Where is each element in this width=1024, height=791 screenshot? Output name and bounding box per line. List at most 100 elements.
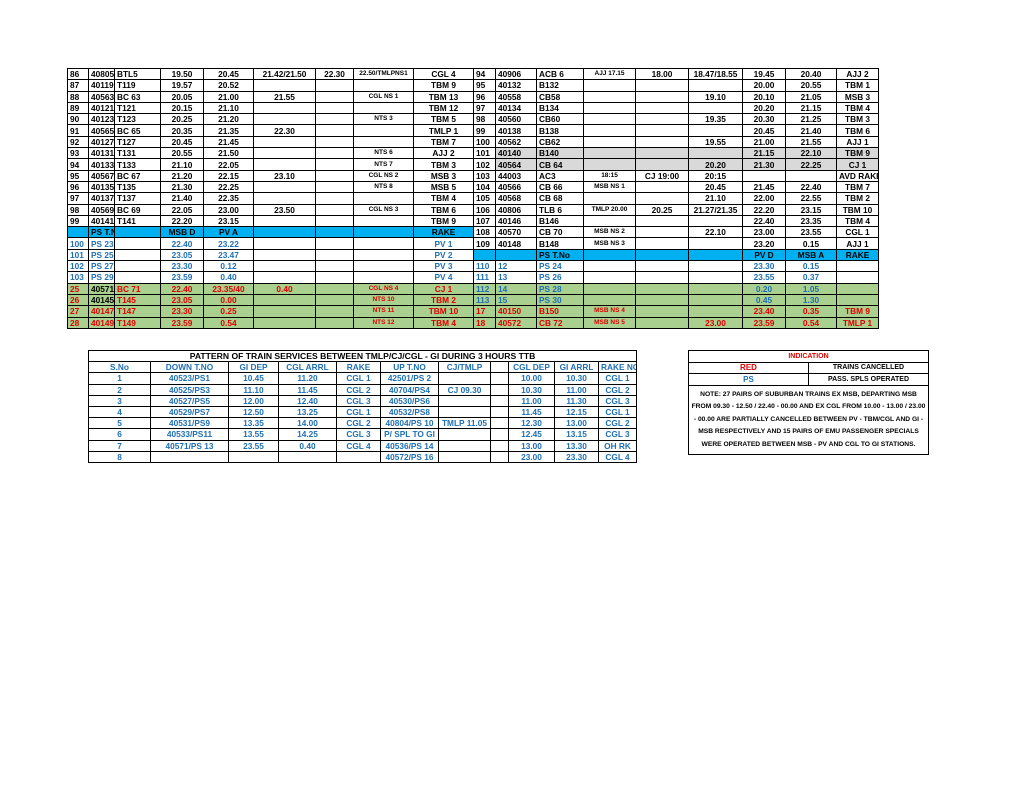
- cell: 21.27/21.35: [688, 203, 743, 216]
- cell: OH RK: [597, 439, 638, 452]
- cell: TBM 2: [836, 192, 879, 205]
- cell: [315, 260, 354, 273]
- cell: 21.35: [203, 124, 254, 137]
- cell: 21.55: [253, 90, 316, 103]
- cell: NTS 10: [353, 293, 414, 307]
- cell: 22.05: [160, 203, 204, 216]
- cell: 44003: [495, 169, 537, 182]
- cell: [583, 79, 636, 92]
- cell: 40704/PS4: [380, 383, 439, 396]
- cell: 40805: [88, 67, 115, 81]
- cell: 22.20: [742, 203, 786, 216]
- cell: 95: [473, 79, 496, 92]
- cell: NTS 7: [353, 158, 414, 171]
- cell: PS 30: [536, 293, 584, 307]
- row: 98 40569 BC 69 22.05 23.00 23.50 CGL NS 3 TBM 6…: [67, 203, 879, 216]
- cell: 22.00: [742, 192, 786, 205]
- cell: [253, 260, 316, 273]
- row: 3 40527/PS5 12.00 12.40 CGL 3 40530/PS6 11.00 1…: [88, 394, 638, 407]
- cell: [583, 260, 636, 273]
- cell: 21.10: [688, 192, 743, 205]
- cell: 0.35: [785, 305, 837, 318]
- cell: 22.10: [688, 226, 743, 239]
- cell: CB 66: [536, 180, 584, 194]
- cell: PS 27: [88, 260, 115, 273]
- cell: MSB NS 3: [583, 237, 636, 250]
- row: 91 40565 BC 65 20.35 21.35 22.30 TMLP 1 99 40138…: [67, 124, 879, 137]
- cell: PV 2: [413, 248, 474, 262]
- cell: [635, 113, 689, 126]
- cell: [315, 169, 354, 182]
- cell: [635, 158, 689, 171]
- cell: PV 4: [413, 271, 474, 284]
- cell: [836, 293, 879, 307]
- cell: 20.30: [742, 113, 786, 126]
- row: 101 PS 25 23.05 23.47 PV 2 PS T.No PV D MSB A RA…: [67, 248, 879, 262]
- cell: 22.40: [785, 180, 837, 194]
- cell: [688, 101, 743, 115]
- cell: TBM 12: [413, 101, 474, 115]
- cell: CB 68: [536, 192, 584, 205]
- cell: PS 29: [88, 271, 115, 284]
- cell: B150: [536, 305, 584, 318]
- cell: MSB NS 1: [583, 180, 636, 194]
- cell: [353, 271, 414, 284]
- row: 28 40149 T149 23.59 0.54 NTS 12 TBM 4 18 40572 CB…: [67, 316, 879, 329]
- cell: 23.00: [742, 226, 786, 239]
- cell: T119: [114, 79, 161, 92]
- header-cell: CGL ARRL: [278, 361, 337, 374]
- header-cell: S.No: [88, 361, 151, 374]
- cell: 40121: [88, 101, 115, 115]
- cell: 40523/PS1: [150, 372, 229, 385]
- cell: 13.30: [554, 439, 599, 452]
- cell: 21.05: [785, 90, 837, 103]
- cell: 86: [67, 67, 89, 81]
- cell: 21.25: [785, 113, 837, 126]
- cell: PS 26: [536, 271, 584, 284]
- cell: T145: [114, 293, 161, 307]
- row: 86 40805 BTL5 19.50 20.45 21.42/21.50 22.30 22.…: [67, 67, 879, 81]
- cell: [635, 135, 689, 149]
- cell: [315, 237, 354, 250]
- cell: 13.00: [554, 417, 599, 430]
- row: PS PASS. SPLS OPERATED: [688, 373, 929, 386]
- cell: 92: [67, 135, 89, 149]
- cell: [583, 90, 636, 103]
- cell: 22.25: [785, 158, 837, 171]
- cell: 90: [67, 113, 89, 126]
- cell: 22.10: [785, 147, 837, 160]
- cell: 20.35: [160, 124, 204, 137]
- cell: [253, 293, 316, 307]
- cell: 22.05: [203, 158, 254, 171]
- cell: 22.30: [253, 124, 316, 137]
- cell: [688, 293, 743, 307]
- cell: [315, 79, 354, 92]
- cell: 40571/PS 13: [150, 439, 229, 452]
- cell: 11.00: [554, 383, 599, 396]
- cell: 18: [473, 316, 496, 329]
- cell: 21.45: [203, 135, 254, 149]
- cell: NTS 12: [353, 316, 414, 329]
- cell: 109: [473, 237, 496, 250]
- cell: 40804/PS 10: [380, 417, 439, 430]
- cell: 20.40: [785, 67, 837, 81]
- cell: 40138: [495, 124, 537, 137]
- cell: [635, 147, 689, 160]
- cell: TBM 4: [413, 316, 474, 329]
- cell: 102: [473, 158, 496, 171]
- cell: 42501/PS 2: [380, 372, 439, 385]
- cell: [688, 305, 743, 318]
- cell: [490, 372, 509, 385]
- cell: 0.37: [785, 271, 837, 284]
- cell: [315, 282, 354, 295]
- cell: BTL5: [114, 67, 161, 81]
- cell: 23.55: [742, 271, 786, 284]
- cell: CGL 1: [336, 405, 381, 419]
- cell: [253, 135, 316, 149]
- note-row: NOTE: 27 PAIRS OF SUBURBAN TRAINS EX MSB…: [688, 384, 929, 455]
- cell: 40150: [495, 305, 537, 318]
- cell: 40137: [88, 192, 115, 205]
- cell: 19.10: [688, 90, 743, 103]
- cell: 28: [67, 316, 89, 329]
- cell: TLB 6: [536, 203, 584, 216]
